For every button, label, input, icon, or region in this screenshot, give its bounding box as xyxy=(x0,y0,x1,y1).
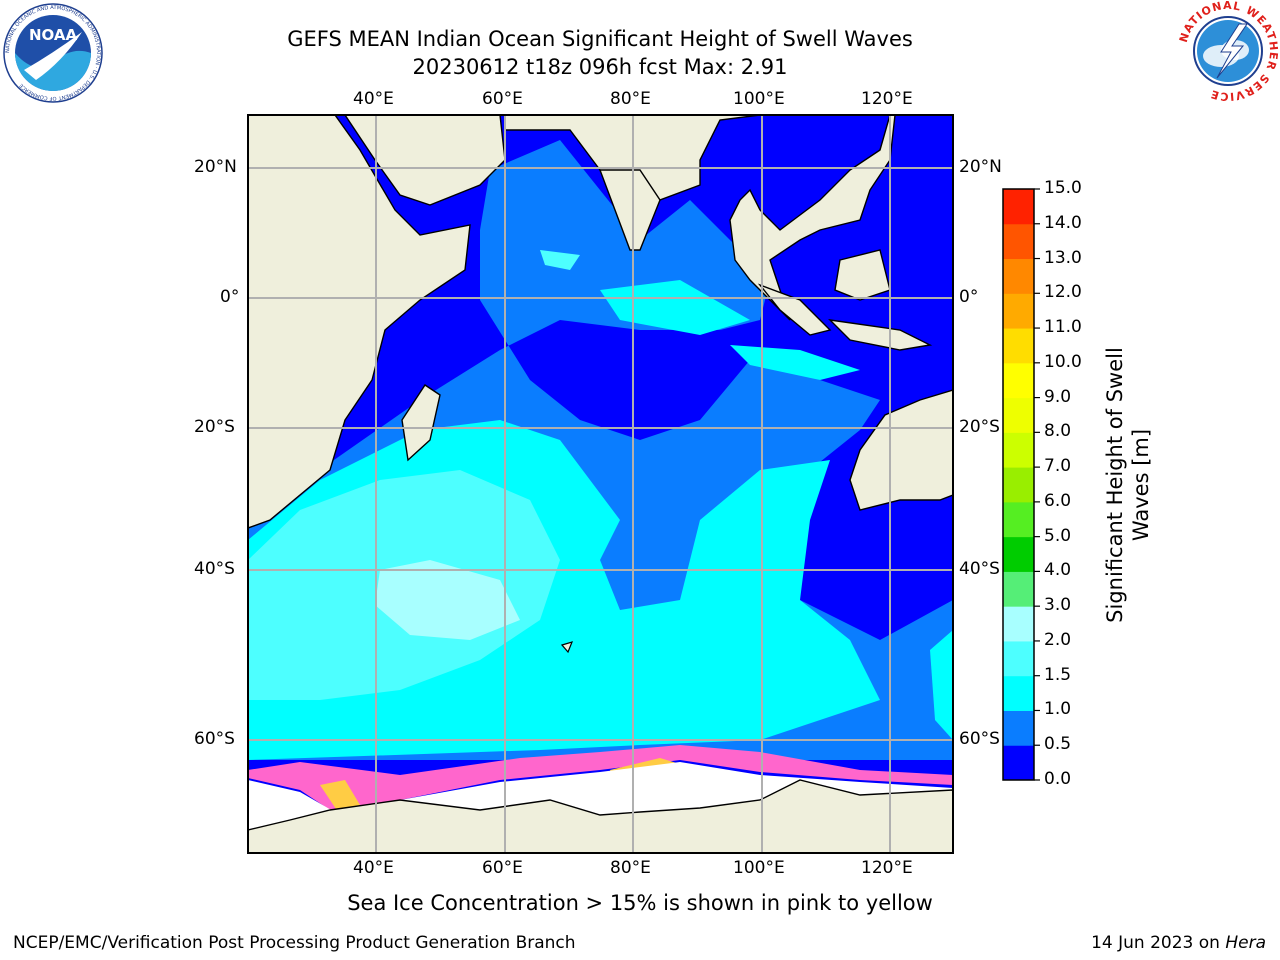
colorbar-label: Significant Height of Swell Waves [m] xyxy=(1103,347,1153,623)
colorbar-segment xyxy=(1003,223,1034,260)
page-title: GEFS MEAN Indian Ocean Significant Heigh… xyxy=(287,27,913,51)
lon-label-top: 100°E xyxy=(733,89,785,109)
colorbar-tick-label: 13.0 xyxy=(1044,247,1082,268)
footer-host: Hera xyxy=(1225,933,1266,953)
lat-label-right: 20°S xyxy=(959,417,1000,437)
colorbar-tick-label: 2.0 xyxy=(1044,629,1072,650)
colorbar-segment xyxy=(1003,675,1034,711)
colorbar-tick-label: 4.0 xyxy=(1044,560,1072,581)
swell-band-1-5-b xyxy=(540,250,580,270)
lon-label-top: 60°E xyxy=(482,89,523,109)
colorbar-segment xyxy=(1003,432,1034,468)
lon-label-bottom: 40°E xyxy=(353,858,394,878)
lat-label-left: 20°N xyxy=(194,157,237,177)
colorbar-segment xyxy=(1003,189,1034,225)
colorbar-segment xyxy=(1003,467,1034,503)
page-subtitle: 20230612 t18z 096h fcst Max: 2.91 xyxy=(412,55,788,79)
lon-label-bottom: 80°E xyxy=(610,858,651,878)
land-antarctica xyxy=(248,779,953,853)
colorbar-segment xyxy=(1003,745,1034,781)
land-southeast-asia xyxy=(729,115,896,321)
footer-credit: NCEP/EMC/Verification Post Processing Pr… xyxy=(13,933,576,953)
lat-label-right: 20°N xyxy=(959,157,1002,177)
sea-ice-caption: Sea Ice Concentration > 15% is shown in … xyxy=(347,891,933,915)
colorbar-segment xyxy=(1003,536,1034,572)
lon-label-top: 40°E xyxy=(353,89,394,109)
nws-logo-icon: NATIONAL WEATHER SERVICE xyxy=(1177,0,1279,102)
land-indonesia xyxy=(828,319,933,351)
lon-label-bottom: 60°E xyxy=(482,858,523,878)
colorbar-tick-label: 9.0 xyxy=(1044,386,1072,407)
footer-date-text: 14 Jun 2023 on xyxy=(1091,933,1226,953)
lat-label-left: 0° xyxy=(220,287,240,307)
land-australia xyxy=(849,389,953,511)
colorbar-tick-label: 3.0 xyxy=(1044,595,1072,616)
colorbar-segment xyxy=(1003,640,1034,677)
colorbar-tick-label: 15.0 xyxy=(1044,178,1082,198)
colorbar-tick-label: 7.0 xyxy=(1044,456,1072,477)
colorbar-segment xyxy=(1003,258,1034,294)
colorbar-segment xyxy=(1003,501,1034,538)
lat-label-left: 60°S xyxy=(194,729,235,749)
lat-label-left: 20°S xyxy=(194,417,235,437)
land-borneo xyxy=(834,249,891,301)
colorbar-tick-label: 11.0 xyxy=(1044,317,1082,338)
colorbar-frame xyxy=(1002,188,1035,781)
sea-ice-pink xyxy=(248,745,953,810)
colorbar-tick-label: 0.5 xyxy=(1044,734,1072,755)
colorbar-tick-label: 14.0 xyxy=(1044,212,1082,233)
colorbar xyxy=(1003,188,1040,781)
map-frame xyxy=(247,114,954,854)
colorbar-segment xyxy=(1003,397,1034,433)
land-madagascar xyxy=(401,384,441,462)
colorbar-segment xyxy=(1003,710,1034,746)
lat-label-left: 40°S xyxy=(194,559,235,579)
lat-label-right: 60°S xyxy=(959,729,1000,749)
colorbar-tick-label: 1.5 xyxy=(1044,664,1072,685)
noaa-logo-icon: NOAA NATIONAL OCEANIC AND ATMOSPHERIC AD… xyxy=(3,3,103,103)
lon-label-bottom: 120°E xyxy=(861,858,913,878)
lat-label-right: 0° xyxy=(959,287,979,307)
colorbar-segment xyxy=(1003,606,1034,642)
footer-date: 14 Jun 2023 on Hera xyxy=(1091,933,1266,953)
colorbar-tick-label: 5.0 xyxy=(1044,525,1072,546)
graticule xyxy=(248,115,953,853)
noaa-logo-text: NOAA xyxy=(29,26,78,44)
lon-label-top: 80°E xyxy=(610,89,651,109)
colorbar-tick-label: 10.0 xyxy=(1044,351,1082,372)
colorbar-segment xyxy=(1003,293,1034,329)
swell-band-2-0 xyxy=(375,560,520,640)
colorbar-segment xyxy=(1003,328,1034,364)
colorbar-tick-label: 6.0 xyxy=(1044,490,1072,511)
colorbar-tick-label: 8.0 xyxy=(1044,421,1072,442)
colorbar-segment xyxy=(1003,571,1034,607)
colorbar-segment xyxy=(1003,362,1034,399)
swell-band-1-0-east xyxy=(930,630,953,740)
land-arabia xyxy=(344,115,506,206)
lon-label-bottom: 100°E xyxy=(733,858,785,878)
land-kerguelen xyxy=(560,641,574,654)
colorbar-tick-label: 12.0 xyxy=(1044,282,1082,303)
lat-label-right: 40°S xyxy=(959,559,1000,579)
swell-band-1-0-eq xyxy=(600,280,750,335)
colorbar-tick-label: 1.0 xyxy=(1044,699,1072,720)
lon-label-top: 120°E xyxy=(861,89,913,109)
land-africa xyxy=(248,115,471,529)
colorbar-tick-label: 0.0 xyxy=(1044,769,1072,789)
